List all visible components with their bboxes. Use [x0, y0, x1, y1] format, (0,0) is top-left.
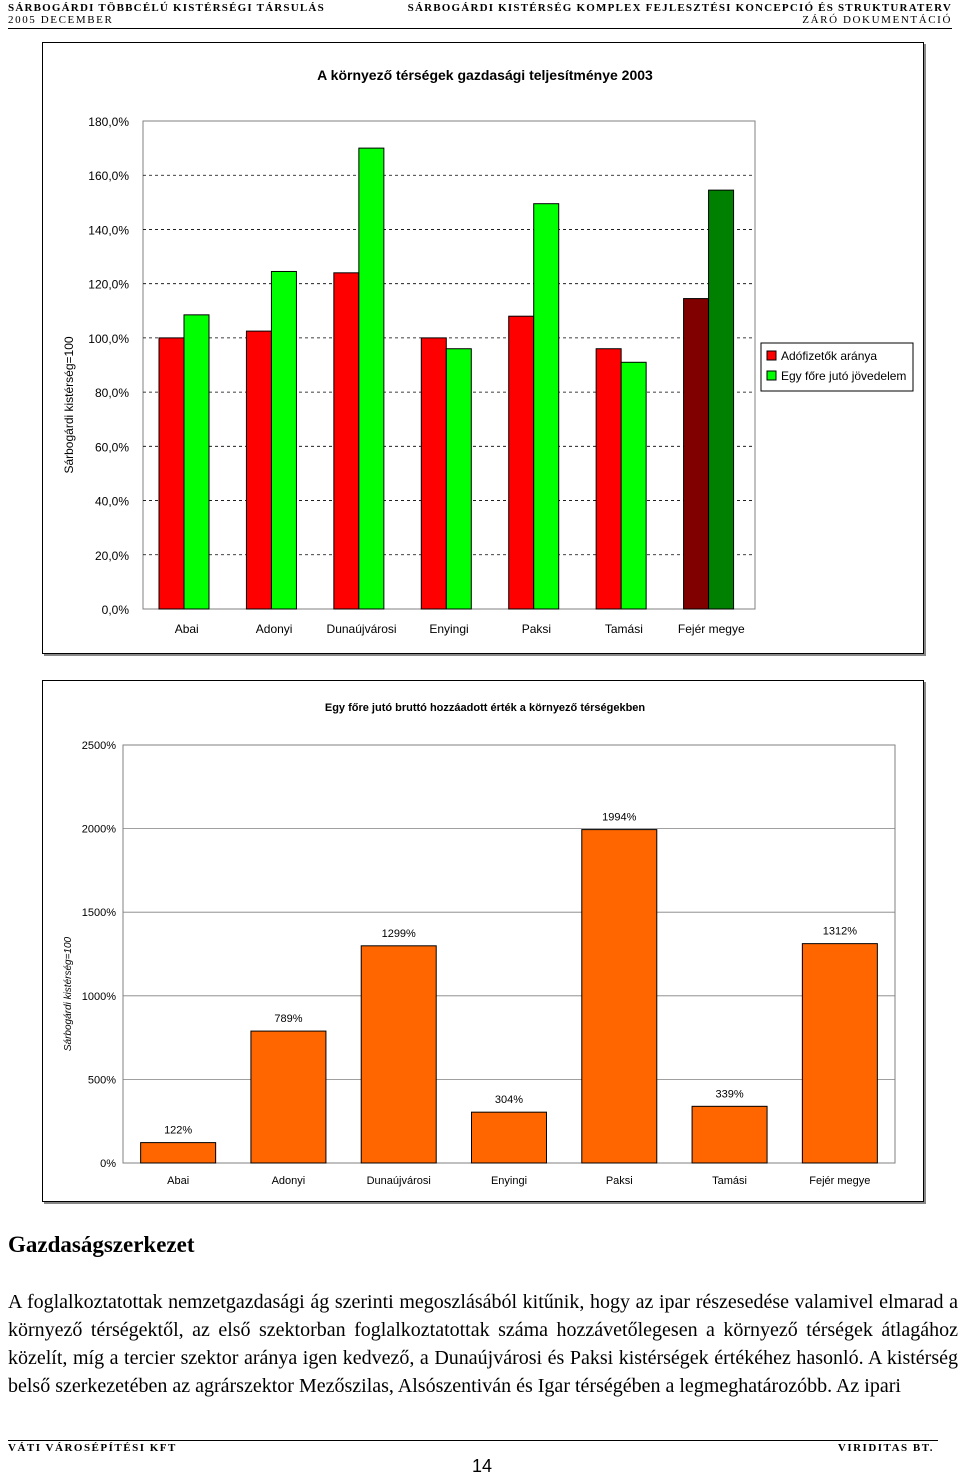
bar-taxpayers: [420, 337, 447, 610]
y-axis-label: Sárbogárdi kistérség=100: [63, 936, 74, 1051]
bar-gva: [360, 945, 437, 1164]
y-tick-label: 500%: [88, 1074, 116, 1086]
x-tick-label: Paksi: [522, 622, 551, 636]
x-tick-label: Abai: [175, 622, 199, 636]
chart-gross-value-added-svg: Egy főre jutó bruttó hozzáadott érték a …: [63, 702, 896, 1187]
data-label: 304%: [495, 1094, 523, 1106]
bar-income: [533, 203, 560, 610]
data-label: 1994%: [602, 812, 636, 824]
x-tick-label: Enyingi: [429, 622, 468, 636]
legend-label: Egy főre jutó jövedelem: [781, 369, 906, 383]
page-number: 14: [472, 1456, 493, 1476]
y-tick-label: 0,0%: [102, 603, 130, 617]
y-tick-label: 80,0%: [95, 386, 129, 400]
bar-taxpayers: [245, 330, 272, 610]
x-tick-label: Enyingi: [491, 1175, 527, 1187]
bar-gva: [471, 1111, 547, 1164]
data-label: 122%: [164, 1125, 192, 1137]
header-document-title: SÁRBOGÁRDI KISTÉRSÉG KOMPLEX FEJLESZTÉSI…: [407, 2, 952, 14]
y-tick-label: 2500%: [82, 740, 116, 752]
x-tick-label: Paksi: [606, 1175, 633, 1187]
x-tick-label: Dunaújvárosi: [327, 622, 397, 636]
footer-right: VIRIDITAS BT.: [837, 1442, 934, 1454]
legend-swatch: [766, 370, 777, 381]
y-tick-label: 20,0%: [95, 549, 129, 563]
bar-income: [358, 147, 385, 610]
y-tick-label: 100,0%: [88, 332, 129, 346]
chart-economic-performance-svg: A környező térségek gazdasági teljesítmé…: [62, 67, 914, 636]
bar-gva: [250, 1030, 327, 1164]
y-tick-label: 40,0%: [95, 495, 129, 509]
y-tick-label: 60,0%: [95, 440, 129, 454]
legend-label: Adófizetők aránya: [781, 349, 877, 363]
section-paragraph: A foglalkoztatottak nemzetgazdasági ág s…: [8, 1291, 958, 1397]
bar-taxpayers: [333, 272, 360, 610]
section-title: Gazdaságszerkezet: [8, 1232, 195, 1257]
y-tick-label: 2000%: [82, 824, 116, 836]
bar-taxpayers: [683, 298, 710, 610]
x-tick-label: Adonyi: [256, 622, 293, 636]
x-tick-label: Tamási: [712, 1175, 747, 1187]
bar-taxpayers: [158, 337, 185, 610]
bar-gva: [691, 1105, 768, 1164]
x-tick-label: Abai: [167, 1175, 189, 1187]
legend-swatch: [766, 350, 777, 361]
x-tick-label: Tamási: [605, 622, 643, 636]
x-tick-label: Fejér megye: [678, 622, 745, 636]
y-tick-label: 160,0%: [88, 169, 129, 183]
bar-taxpayers: [508, 315, 535, 610]
bar-income: [183, 314, 210, 610]
bar-taxpayers: [595, 348, 622, 610]
bar-income: [708, 189, 735, 610]
bar-gva: [140, 1142, 217, 1164]
y-tick-label: 120,0%: [88, 278, 129, 292]
bar-gva: [801, 943, 878, 1164]
header-date: 2005 DECEMBER: [8, 14, 114, 26]
data-label: 1312%: [823, 926, 857, 938]
footer-rule: [8, 1440, 938, 1441]
chart-title: A környező térségek gazdasági teljesítmé…: [317, 67, 653, 83]
bar-income: [270, 270, 297, 610]
y-tick-label: 1500%: [82, 907, 116, 919]
x-tick-label: Fejér megye: [809, 1175, 870, 1187]
bar-income: [620, 361, 647, 610]
y-tick-label: 140,0%: [88, 223, 129, 237]
y-tick-label: 180,0%: [88, 115, 129, 129]
y-axis-label: Sárbogárdi kistérség=100: [62, 336, 76, 473]
bar-income: [445, 348, 472, 610]
footer-left: VÁTI VÁROSÉPÍTÉSI KFT: [8, 1442, 177, 1454]
y-tick-label: 0%: [100, 1158, 116, 1170]
data-label: 339%: [716, 1088, 744, 1100]
bar-gva: [581, 829, 658, 1164]
chart-title: Egy főre jutó bruttó hozzáadott érték a …: [325, 702, 646, 714]
y-tick-label: 1000%: [82, 991, 116, 1003]
chart-gross-value-added: Egy főre jutó bruttó hozzáadott érték a …: [42, 680, 924, 1202]
x-tick-label: Adonyi: [272, 1175, 306, 1187]
header-doc-type: ZÁRÓ DOKUMENTÁCIÓ: [802, 14, 952, 26]
data-label: 789%: [274, 1013, 302, 1025]
x-tick-label: Dunaújvárosi: [367, 1175, 431, 1187]
header-rule: [8, 28, 952, 29]
chart-economic-performance: A környező térségek gazdasági teljesítmé…: [42, 42, 924, 654]
data-label: 1299%: [382, 928, 416, 940]
header-organization: SÁRBOGÁRDI TÖBBCÉLÚ KISTÉRSÉGI TÁRSULÁS: [8, 2, 325, 14]
legend-box: [760, 342, 914, 392]
